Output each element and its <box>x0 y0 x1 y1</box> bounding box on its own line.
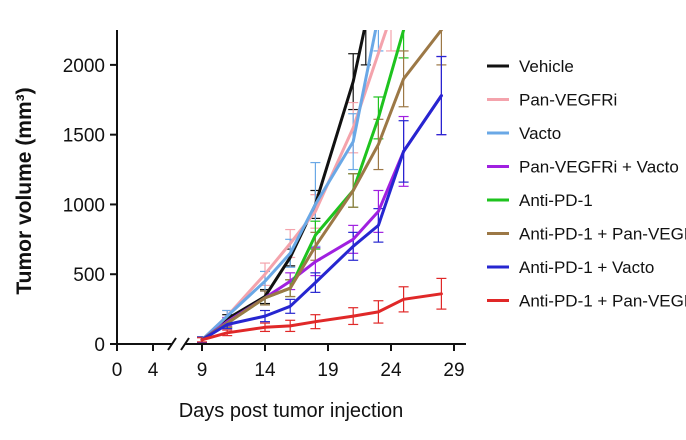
axis-break-mark <box>167 337 190 351</box>
series-lines <box>200 30 443 342</box>
legend-label-anti-pd-1: Anti-PD-1 <box>519 191 593 210</box>
series-line-vacto <box>200 30 378 342</box>
x-tick-label-9: 9 <box>197 360 208 381</box>
x-tick-label-19: 19 <box>317 360 338 381</box>
y-tick-label-500: 500 <box>73 265 105 286</box>
x-tick-label-0: 0 <box>112 360 123 381</box>
legend-label-pan-vegfri: Pan-VEGFRi <box>519 91 617 110</box>
axes: 0 500 1000 1500 2000 0 4 9 14 19 24 29 <box>63 30 466 381</box>
x-tick-label-24: 24 <box>380 360 402 381</box>
legend-label-anti-pd-1-vacto: Anti-PD-1 + Vacto <box>519 258 654 277</box>
error-bars <box>197 30 447 344</box>
y-tick-label-1500: 1500 <box>63 126 105 147</box>
series-line-anti-pd-1-pan-vegfri-vacto <box>200 292 443 342</box>
y-tick-label-0: 0 <box>94 335 105 356</box>
x-tick-label-14: 14 <box>254 360 276 381</box>
x-axis-title: Days post tumor injection <box>179 400 404 422</box>
legend-label-pan-vegfri-vacto: Pan-VEGFRi + Vacto <box>519 158 679 177</box>
plot-area <box>197 30 447 344</box>
legend-label-vehicle: Vehicle <box>519 57 574 76</box>
x-axis: 0 4 9 14 19 24 29 <box>112 343 466 381</box>
y-tick-label-2000: 2000 <box>63 56 105 77</box>
x-tick-label-4: 4 <box>148 360 159 381</box>
axis-break-slash-1 <box>167 337 177 351</box>
axis-break-slash-2 <box>180 337 190 351</box>
legend-label-vacto: Vacto <box>519 124 561 143</box>
legend: Vehicle Pan-VEGFRi Vacto Pan-VEGFRi + Vacto… <box>487 57 686 311</box>
series-line-anti-pd-1-pan-vegfri <box>200 30 443 342</box>
legend-label-anti-pd-1-pan-vegfri: Anti-PD-1 + Pan-VEGFRi <box>519 225 686 244</box>
y-tick-label-1000: 1000 <box>63 195 105 216</box>
legend-label-anti-pd-1-pan-vegfri-vacto: Anti-PD-1 + Pan-VEGFRi + Vacto <box>519 292 686 311</box>
x-tick-label-29: 29 <box>443 360 464 381</box>
series-line-anti-pd-1-vacto <box>200 94 443 342</box>
series-line-vehicle <box>200 30 366 342</box>
y-axis-title: Tumor volume (mm³) <box>13 87 36 294</box>
y-axis: 0 500 1000 1500 2000 <box>63 30 118 356</box>
